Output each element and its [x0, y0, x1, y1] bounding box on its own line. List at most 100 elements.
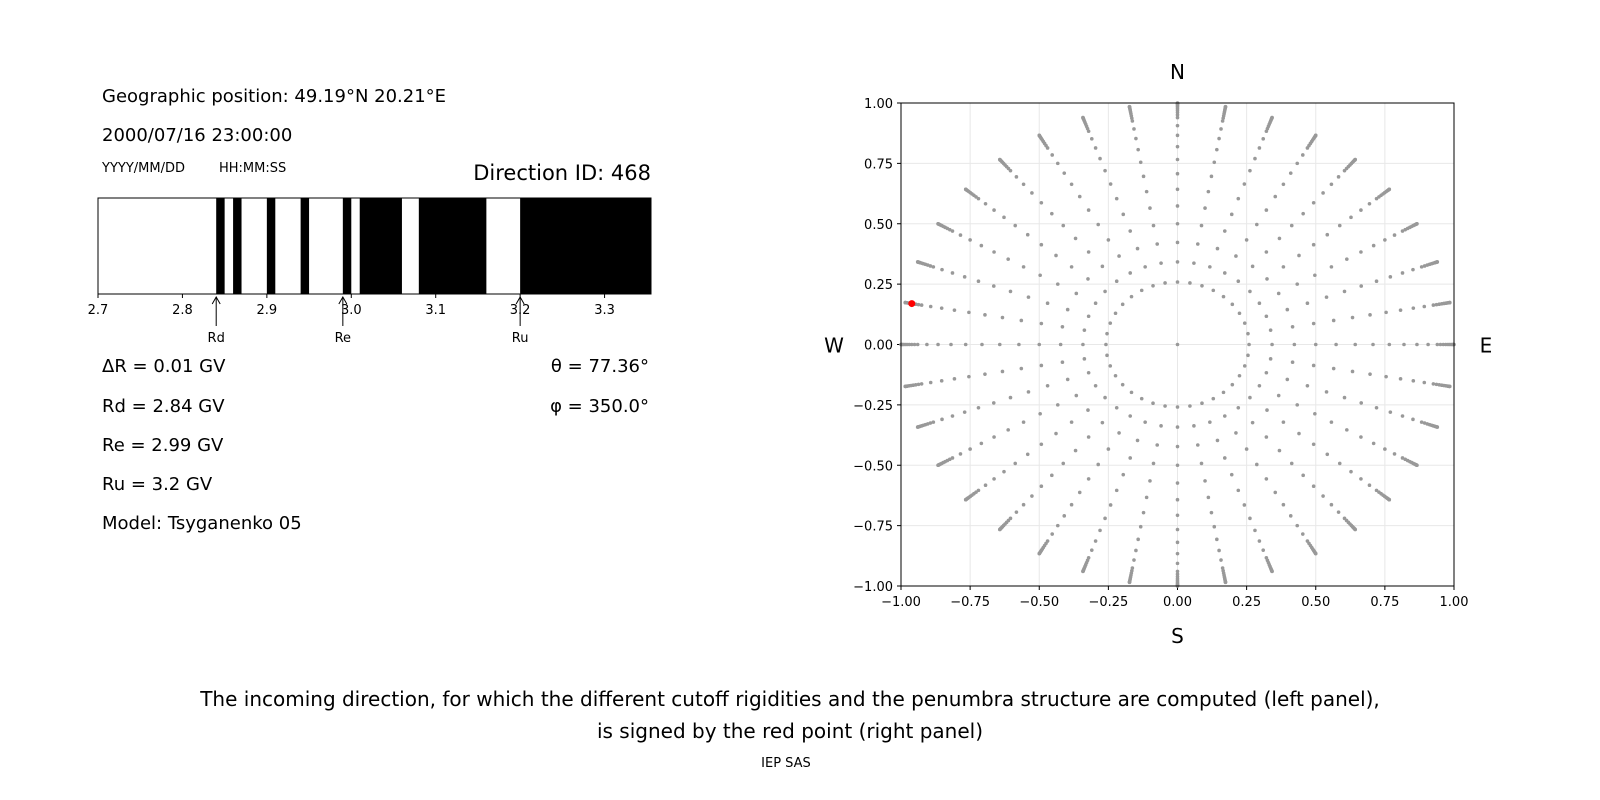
x-tick-label: −0.75 [950, 595, 990, 610]
grid-point [1089, 548, 1094, 552]
grid-point [1311, 242, 1316, 247]
grid-point [1019, 366, 1024, 371]
grid-point [1026, 390, 1031, 394]
grid-point [1030, 494, 1034, 498]
grid-point [1113, 373, 1118, 378]
grid-point [1120, 302, 1125, 307]
direction-id: Direction ID: 468 [473, 161, 651, 185]
forbidden-band [216, 198, 225, 294]
grid-point [1353, 342, 1358, 347]
grid-point [1106, 447, 1111, 451]
grid-point [1374, 279, 1379, 284]
grid-point [1074, 393, 1079, 398]
grid-point [1008, 395, 1013, 400]
grid-point [983, 372, 987, 376]
grid-point [1387, 187, 1392, 192]
grid-point [1222, 456, 1227, 460]
datetime: 2000/07/16 23:00:00 [102, 125, 293, 146]
grid-point [1244, 447, 1249, 451]
grid-point [1349, 215, 1353, 220]
grid-point [1192, 261, 1196, 265]
grid-point [1336, 175, 1341, 179]
grid-point [1229, 472, 1234, 477]
grid-point [1139, 396, 1144, 401]
grid-point [963, 497, 968, 502]
x-tick-label: 3.0 [341, 303, 362, 318]
grid-point [1265, 408, 1269, 412]
grid-point [1039, 200, 1044, 205]
grid-point [1422, 304, 1427, 309]
grid-point [1114, 196, 1119, 201]
grid-point [1062, 171, 1067, 175]
grid-point [1039, 321, 1044, 326]
grid-point [1025, 232, 1030, 237]
grid-point [976, 279, 981, 284]
grid-point [1175, 481, 1180, 485]
grid-point [1305, 301, 1310, 306]
grid-point [1398, 308, 1403, 312]
marker-label-re: Re [335, 331, 351, 346]
grid-point [1155, 443, 1160, 447]
grid-point [1060, 360, 1065, 365]
grid-point [1175, 527, 1180, 532]
grid-point [1353, 157, 1358, 162]
grid-point [1148, 206, 1152, 210]
grid-point [1108, 321, 1113, 325]
grid-point [1223, 580, 1228, 585]
grid-point [1175, 280, 1180, 284]
credit: IEP SAS [761, 756, 811, 771]
grid-point [1069, 182, 1074, 187]
grid-point [1103, 395, 1107, 400]
arrow-head [211, 295, 221, 305]
grid-point [1081, 569, 1085, 574]
grid-point [1247, 342, 1251, 347]
grid-point [1200, 283, 1204, 288]
grid-point [1175, 444, 1180, 449]
grid-point [1248, 289, 1252, 294]
grid-point [1144, 495, 1149, 500]
grid-point [1199, 461, 1204, 466]
grid-point [1268, 328, 1273, 332]
grid-point [1200, 401, 1204, 406]
grid-point [1060, 324, 1065, 329]
grid-point [1400, 456, 1405, 460]
grid-point [980, 342, 984, 347]
grid-point [1331, 366, 1336, 371]
grid-point [1050, 532, 1055, 536]
grid-point [1086, 408, 1090, 412]
grid-point [1217, 548, 1221, 553]
grid-point [1086, 208, 1091, 212]
compass-north: N [1170, 60, 1185, 84]
grid-point [1055, 282, 1060, 286]
grid-point [1321, 494, 1325, 498]
grid-point [915, 342, 920, 347]
grid-point [1128, 456, 1133, 460]
grid-point [1132, 127, 1136, 131]
grid-point [1270, 115, 1274, 120]
grid-point [1431, 303, 1436, 307]
grid-point [1223, 104, 1228, 109]
grid-point [1254, 222, 1259, 227]
grid-point [1264, 314, 1269, 319]
grid-point [1313, 273, 1317, 278]
forbidden-band [520, 198, 651, 294]
grid-point [1139, 288, 1144, 293]
grid-point [1175, 115, 1180, 120]
grid-point [909, 342, 914, 347]
forbidden-band [418, 198, 487, 294]
grid-point [1295, 403, 1300, 407]
forbidden-band [342, 198, 352, 294]
grid-point [1229, 212, 1234, 217]
forbidden-band [359, 198, 402, 294]
grid-point [1273, 194, 1278, 199]
grid-point [1387, 497, 1392, 502]
grid-point [1148, 479, 1152, 483]
grid-point [1215, 246, 1220, 251]
grid-point [949, 342, 953, 347]
grid-point [1121, 212, 1126, 217]
grid-point [1217, 136, 1221, 141]
grid-point [928, 304, 933, 309]
grid-point [1387, 342, 1392, 347]
grid-point [1006, 257, 1010, 261]
grid-point [1129, 294, 1134, 299]
